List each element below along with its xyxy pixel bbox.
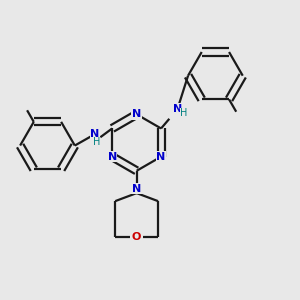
- Text: N: N: [107, 152, 117, 162]
- Text: N: N: [90, 129, 100, 139]
- Text: N: N: [157, 152, 166, 162]
- Text: N: N: [132, 109, 141, 119]
- Text: H: H: [93, 137, 100, 147]
- Text: N: N: [132, 184, 141, 194]
- Text: H: H: [181, 108, 188, 118]
- Text: O: O: [132, 232, 141, 242]
- Text: N: N: [173, 104, 182, 114]
